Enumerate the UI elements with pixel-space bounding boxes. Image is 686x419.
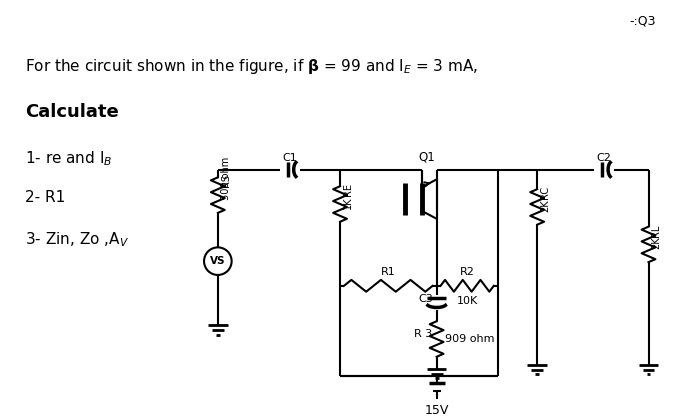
Text: 500 ohm: 500 ohm [221, 157, 230, 200]
Text: 2K: 2K [540, 199, 550, 212]
Text: Q1: Q1 [418, 150, 435, 163]
Text: 909 ohm: 909 ohm [445, 334, 494, 344]
Text: -:Q3: -:Q3 [630, 15, 657, 28]
Text: 2K: 2K [652, 237, 661, 249]
Text: C2: C2 [597, 153, 612, 163]
Text: Calculate: Calculate [25, 103, 119, 122]
Text: R 3: R 3 [414, 329, 433, 339]
Text: 2- R1: 2- R1 [25, 190, 65, 205]
Text: 3- Zin, Zo ,A$_V$: 3- Zin, Zo ,A$_V$ [25, 230, 129, 249]
Text: C3: C3 [418, 294, 433, 304]
Text: R2: R2 [460, 267, 475, 277]
Text: 15V: 15V [425, 404, 449, 417]
Text: 1- re and I$_B$: 1- re and I$_B$ [25, 150, 112, 168]
Text: RE: RE [343, 183, 353, 196]
Text: 10K: 10K [457, 296, 478, 305]
Text: VS: VS [210, 256, 226, 266]
Text: For the circuit shown in the figure, if $\bf{\beta}$ = 99 and I$_E$ = 3 mA,: For the circuit shown in the figure, if … [25, 57, 477, 76]
Text: RC: RC [540, 186, 550, 199]
Text: RS: RS [221, 174, 230, 187]
Text: RL: RL [652, 224, 661, 236]
Text: 1K: 1K [343, 197, 353, 209]
Text: R1: R1 [381, 267, 396, 277]
Text: C1: C1 [283, 153, 297, 163]
